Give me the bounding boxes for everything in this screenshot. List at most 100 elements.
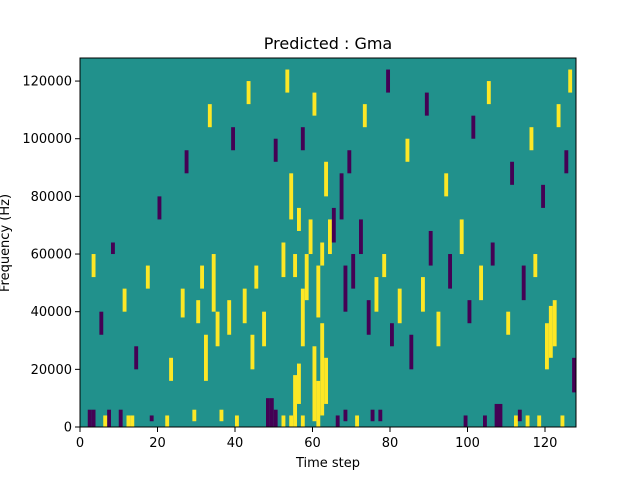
heatmap-cell: [204, 334, 208, 381]
heatmap-cell: [312, 92, 317, 116]
heatmap-cell: [556, 104, 561, 128]
heatmap-cell: [242, 288, 247, 324]
heatmap-cell: [103, 415, 108, 427]
heatmap-cell: [180, 288, 185, 318]
heatmap-cell: [428, 230, 433, 266]
heatmap-cell: [436, 311, 441, 347]
heatmap-cell: [130, 415, 135, 427]
heatmap-cell: [293, 375, 298, 427]
heatmap-cell: [331, 207, 336, 243]
heatmap-cell: [200, 265, 205, 289]
chart-title: Predicted : Gma: [264, 34, 392, 53]
heatmap-cell: [339, 173, 344, 220]
heatmap-cell: [320, 323, 325, 416]
plot-frame: [79, 57, 577, 428]
y-tick-label: 40000: [31, 305, 72, 320]
heatmap-cell: [316, 380, 321, 428]
heatmap-cell: [366, 300, 371, 335]
x-axis: 0 20 40 60 80 100 120: [76, 427, 558, 451]
heatmap-cell: [99, 311, 104, 335]
heatmap-cell: [529, 127, 534, 151]
heatmap-cell: [405, 138, 410, 162]
heatmap-cell: [343, 265, 348, 312]
heatmap-cell: [568, 69, 573, 93]
heatmap-cell: [463, 415, 468, 427]
heatmap-cell: [91, 254, 96, 278]
heatmap-cell: [483, 415, 487, 427]
heatmap-cell: [328, 219, 332, 255]
heatmap-cell: [273, 409, 278, 427]
heatmap-cell: [548, 305, 553, 358]
heatmap-cell: [552, 300, 557, 347]
heatmap-cell: [324, 357, 329, 404]
heatmap-cell: [467, 300, 472, 324]
x-tick-label: 120: [533, 436, 558, 451]
heatmap-cell: [289, 173, 294, 220]
heatmap-cell: [498, 403, 503, 427]
heatmap-cell: [118, 409, 123, 427]
heatmap-cell: [343, 409, 348, 422]
heatmap-cell: [134, 346, 139, 370]
heatmap-cell: [231, 127, 236, 151]
y-tick-label: 20000: [31, 363, 72, 378]
heatmap-cell: [297, 363, 301, 404]
heatmap-cell: [316, 265, 321, 318]
heatmap-cell: [424, 92, 429, 116]
heatmap-cell: [266, 398, 270, 427]
heatmap-cell: [207, 104, 212, 128]
x-tick-label: 0: [76, 436, 84, 451]
heatmap-cell: [541, 184, 546, 208]
heatmap-cell: [184, 150, 189, 174]
heatmap-cell: [300, 127, 305, 151]
x-tick-label: 60: [304, 436, 321, 451]
heatmap-cell: [533, 254, 538, 278]
y-tick-label: 100000: [22, 132, 72, 147]
x-tick-label: 80: [382, 436, 399, 451]
heatmap-cell: [444, 173, 449, 197]
heatmap-cell: [300, 288, 305, 347]
heatmap-cell: [359, 219, 363, 255]
heatmap-cell: [537, 415, 542, 427]
heatmap-cell: [514, 415, 518, 427]
x-tick-label: 100: [455, 436, 480, 451]
heatmap-cell: [525, 415, 530, 427]
heatmap-cell: [320, 242, 325, 266]
heatmap-cell: [494, 403, 499, 427]
heatmap-cell: [545, 323, 549, 370]
heatmap-cell: [521, 265, 526, 301]
heatmap-cell: [421, 277, 425, 312]
heatmap-cell: [269, 398, 274, 427]
heatmap-cell: [281, 242, 286, 278]
heatmap-cell: [149, 415, 154, 422]
heatmap-cell: [324, 161, 329, 197]
heatmap-cell: [560, 415, 565, 427]
heatmap-cell: [111, 242, 115, 255]
heatmap-cell: [471, 115, 476, 139]
heatmap-cell: [386, 69, 391, 93]
heatmap-cell: [506, 311, 511, 335]
heatmap-cell: [382, 254, 387, 278]
heatmap-cell: [145, 265, 150, 289]
y-tick-label: 80000: [31, 190, 72, 205]
heatmap-cell: [355, 415, 360, 427]
heatmap-cell: [564, 150, 569, 174]
heatmap-cell: [87, 409, 92, 427]
y-axis-label: Frequency (Hz): [0, 194, 13, 292]
plot-area: [79, 57, 577, 428]
heatmap-cell: [479, 265, 484, 301]
heatmap-cell: [374, 277, 379, 312]
heatmap-cell: [165, 415, 170, 427]
heatmap-cell: [459, 219, 464, 255]
heatmap-cell: [517, 409, 522, 422]
heatmap-cell: [262, 311, 267, 347]
heatmap-cell: [254, 265, 259, 289]
heatmap-cell: [362, 104, 367, 128]
heatmap-cell: [308, 219, 313, 255]
heatmap-cell: [219, 409, 224, 422]
heatmap-cell: [215, 311, 220, 347]
heatmap-cell: [490, 242, 495, 266]
x-axis-label: Time step: [295, 456, 360, 471]
heatmap-cell: [192, 409, 197, 422]
heatmap-cell: [486, 81, 491, 105]
